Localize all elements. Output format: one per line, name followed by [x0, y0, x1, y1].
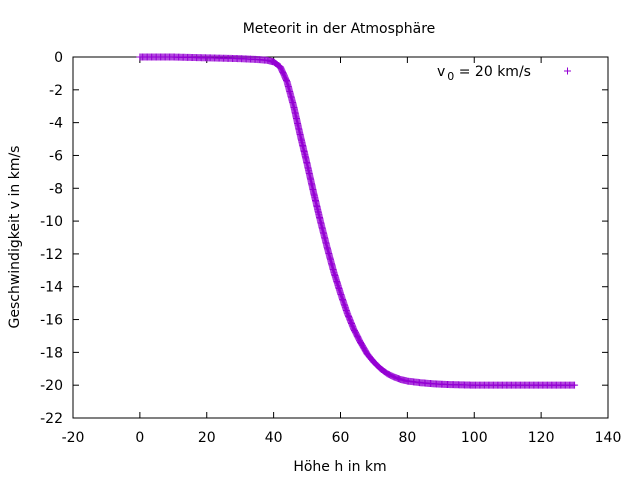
- data-point: [571, 381, 579, 389]
- y-tick-label: -22: [40, 411, 63, 427]
- y-tick-label: -10: [40, 214, 63, 230]
- y-tick-label: -20: [40, 378, 63, 394]
- x-tick-label: 60: [332, 430, 350, 446]
- y-axis: 0 -2 -4 -6 -8 -10 -12 -14 -16 -18 -20 -22: [40, 50, 608, 427]
- legend-plus-marker: [564, 67, 571, 75]
- legend-marker: [564, 67, 571, 75]
- x-tick-label: 120: [528, 430, 555, 446]
- legend-label-rest: = 20 km/s: [454, 64, 531, 80]
- y-tick-label: -2: [49, 83, 63, 99]
- y-tick-label: -14: [40, 280, 63, 296]
- x-axis-title: Höhe h in km: [293, 459, 386, 475]
- x-tick-label: 0: [135, 430, 144, 446]
- y-tick-label: -6: [49, 148, 63, 164]
- plot-frame: [72, 56, 609, 419]
- data-series: [136, 53, 579, 389]
- legend-label-base: v: [437, 64, 445, 80]
- x-tick-label: 80: [398, 430, 416, 446]
- y-tick-label: -8: [49, 181, 63, 197]
- y-axis-title: Geschwindigkeit v in km/s: [7, 146, 23, 329]
- x-tick-label: 100: [461, 430, 488, 446]
- x-tick-label: 20: [198, 430, 216, 446]
- y-tick-label: -4: [49, 116, 63, 132]
- y-tick-label: -18: [40, 345, 63, 361]
- x-tick-label: 40: [265, 430, 283, 446]
- x-tick-label: -20: [62, 430, 85, 446]
- chart-title: Meteorit in der Atmosphäre: [243, 21, 436, 37]
- y-tick-label: -12: [40, 247, 63, 263]
- plot-area: -20 0 20 40 60 80 100 120 140 0 -2 -4 -6 -8 -10 -12 -14…: [40, 50, 621, 446]
- x-axis: -20 0 20 40 60 80 100 120 140: [62, 57, 622, 446]
- legend-label-subscript: 0: [447, 70, 454, 83]
- y-tick-label: -16: [40, 313, 63, 329]
- x-tick-label: 140: [595, 430, 622, 446]
- y-tick-label: 0: [54, 50, 63, 66]
